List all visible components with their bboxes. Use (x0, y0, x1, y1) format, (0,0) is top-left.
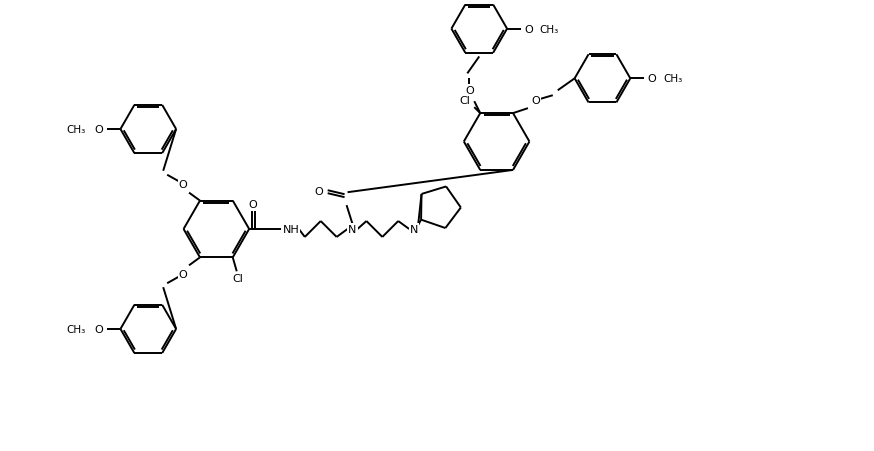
Text: O: O (524, 25, 533, 35)
Text: N: N (349, 225, 357, 235)
Text: Cl: Cl (232, 274, 243, 284)
Text: Cl: Cl (459, 96, 469, 106)
Text: O: O (94, 125, 103, 135)
Text: CH₃: CH₃ (66, 125, 86, 135)
Text: O: O (178, 179, 187, 189)
Text: CH₃: CH₃ (540, 25, 559, 35)
Text: O: O (94, 324, 103, 334)
Text: O: O (465, 86, 474, 96)
Text: CH₃: CH₃ (663, 74, 683, 84)
Text: O: O (315, 187, 323, 197)
Text: NH: NH (282, 225, 299, 235)
Text: O: O (249, 200, 258, 210)
Text: O: O (648, 74, 656, 84)
Text: N: N (410, 225, 419, 235)
Text: CH₃: CH₃ (66, 324, 86, 334)
Text: O: O (178, 270, 187, 280)
Text: O: O (531, 96, 540, 106)
